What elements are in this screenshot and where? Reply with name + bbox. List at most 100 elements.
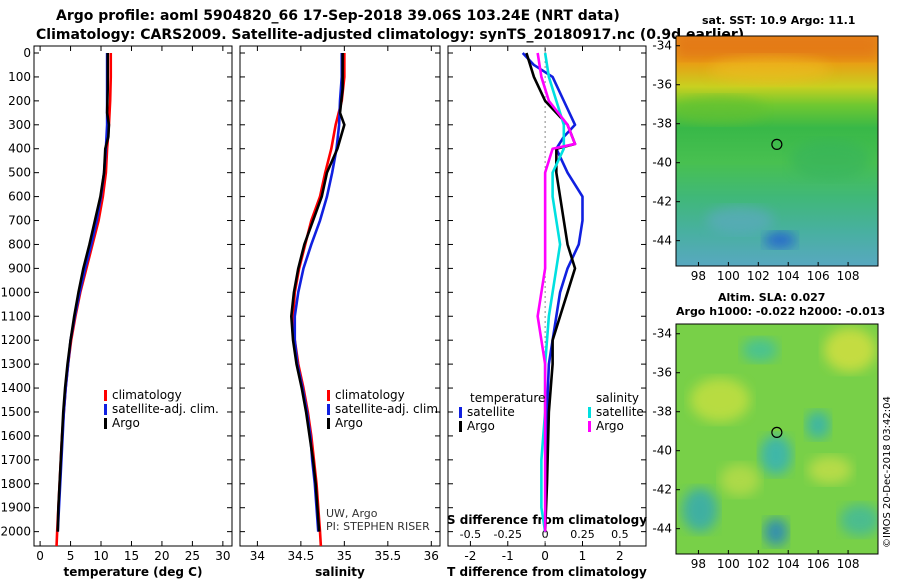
legend-label: climatology xyxy=(112,388,182,402)
argo-float-marker xyxy=(771,426,783,438)
temperature-profile: 0100200300400500600700800900100011001200… xyxy=(0,45,233,579)
legend-swatch xyxy=(327,390,330,401)
map-y-tick-label: -44 xyxy=(652,234,672,248)
x-tick-label: -2 xyxy=(464,549,476,563)
map-x-tick-label: 100 xyxy=(717,557,740,571)
x2-tick-label: -0.25 xyxy=(494,528,522,541)
difference-profile: -2 -1 0 1 2 T difference from climatology -0.5… xyxy=(447,45,647,579)
x2-tick-label: 0.5 xyxy=(611,528,629,541)
legend-label: Argo xyxy=(335,416,363,430)
map-y-tick-label: -42 xyxy=(652,195,672,209)
sst-map-texture xyxy=(676,36,878,248)
map-x-tick-label: 98 xyxy=(691,557,706,571)
x2-tick-label: 0 xyxy=(542,528,549,541)
title-line-2: Climatology: CARS2009. Satellite-adjuste… xyxy=(36,27,745,43)
legend-label: Argo xyxy=(112,416,140,430)
depth-tick-label: 1400 xyxy=(0,381,31,395)
x-tick-label: 0 xyxy=(541,549,549,563)
depth-tick-label: 900 xyxy=(8,261,31,275)
map-y-tick-label: -36 xyxy=(652,366,672,380)
legend-swatch xyxy=(459,407,462,418)
x-tick-label: 34.5 xyxy=(288,549,315,563)
x-tick-label: 30 xyxy=(215,549,230,563)
x-tick-label: -1 xyxy=(502,549,514,563)
sla-map-texture xyxy=(682,328,878,546)
x2-tick-label: -0.5 xyxy=(460,528,481,541)
sla-map xyxy=(675,323,879,555)
depth-tick-label: 2000 xyxy=(0,525,31,539)
legend-swatch xyxy=(327,404,330,415)
x-tick-label: 15 xyxy=(124,549,139,563)
map-x-tick-label: 104 xyxy=(777,557,800,571)
x-tick-label: 35 xyxy=(337,549,352,563)
pi-text: PI: STEPHEN RISER xyxy=(326,520,430,533)
map-y-tick-label: -38 xyxy=(652,405,672,419)
salinity-profile: 34 34.5 35 35.5 36 salinity climatologysatelli… xyxy=(239,45,442,579)
depth-tick-label: 1000 xyxy=(0,285,31,299)
sst-map-title: sat. SST: 10.9 Argo: 11.1 xyxy=(702,14,856,27)
map-x-tick-label: 104 xyxy=(777,269,800,283)
map-x-tick-label: 108 xyxy=(837,269,860,283)
x-tick-label: 2 xyxy=(616,549,624,563)
map-x-tick-label: 98 xyxy=(691,269,706,283)
map-y-tick-label: -38 xyxy=(652,117,672,131)
series-argo xyxy=(290,53,346,532)
depth-tick-label: 1500 xyxy=(0,405,31,419)
map-y-tick-label: -42 xyxy=(652,483,672,497)
legend-label: climatology xyxy=(335,388,405,402)
salinity-profile-xlabel: salinity xyxy=(315,565,365,579)
legend-label: satellite-adj. clim. xyxy=(335,402,442,416)
legend-label: Argo xyxy=(467,419,495,433)
map-x-tick-label: 106 xyxy=(807,269,830,283)
depth-tick-label: 100 xyxy=(8,70,31,84)
salinity-profile-frame xyxy=(239,45,441,547)
legend-label: satellite-adj. clim. xyxy=(112,402,219,416)
x-tick-label: 1 xyxy=(579,549,587,563)
temperature-profile-xlabel: temperature (deg C) xyxy=(64,565,203,579)
x-tick-label: 25 xyxy=(185,549,200,563)
legend-label: satellite xyxy=(596,405,644,419)
x-tick-label: 0 xyxy=(36,549,44,563)
depth-tick-label: 1300 xyxy=(0,357,31,371)
map-y-tick-label: -34 xyxy=(652,39,672,53)
sst-map xyxy=(675,35,879,267)
legend-swatch xyxy=(459,421,462,432)
depth-tick-label: 200 xyxy=(8,94,31,108)
legend-swatch xyxy=(104,390,107,401)
depth-tick-label: 1700 xyxy=(0,453,31,467)
depth-tick-label: 600 xyxy=(8,190,31,204)
map-x-tick-label: 106 xyxy=(807,557,830,571)
sla-map-axes: 98 100 102 104 106 108 -34 -36 -38 -40 -42 -44 xyxy=(652,327,859,571)
x2-tick-label: 0.25 xyxy=(570,528,595,541)
map-x-tick-label: 108 xyxy=(837,557,860,571)
depth-tick-label: 0 xyxy=(23,46,31,60)
depth-tick-label: 1100 xyxy=(0,309,31,323)
depth-tick-label: 400 xyxy=(8,142,31,156)
argo-float-marker xyxy=(771,138,783,150)
x-tick-label: 20 xyxy=(154,549,169,563)
title-line-1: Argo profile: aoml 5904820_66 17-Sep-201… xyxy=(56,8,620,24)
map-y-tick-label: -40 xyxy=(652,444,672,458)
depth-tick-label: 1800 xyxy=(0,477,31,491)
depth-tick-label: 800 xyxy=(8,237,31,251)
legend-swatch xyxy=(104,418,107,429)
legend-swatch xyxy=(588,407,591,418)
depth-tick-label: 1900 xyxy=(0,501,31,515)
series-salinity-argo xyxy=(536,52,577,532)
map-x-tick-label: 102 xyxy=(747,557,770,571)
map-y-tick-label: -44 xyxy=(652,522,672,536)
depth-tick-label: 1600 xyxy=(0,429,31,443)
map-x-tick-label: 102 xyxy=(747,269,770,283)
x-tick-label: 35.5 xyxy=(374,549,401,563)
legend-label: Argo xyxy=(596,419,624,433)
x-tick-label: 10 xyxy=(93,549,108,563)
legend-swatch xyxy=(588,421,591,432)
x-tick-label: 34 xyxy=(250,549,265,563)
legend-title-salinity: salinity xyxy=(596,391,639,405)
sst-map-axes: 98 100 102 104 106 108 -34 -36 -38 -40 -42 -44 xyxy=(652,39,859,283)
series-argo xyxy=(56,53,111,532)
depth-tick-label: 300 xyxy=(8,118,31,132)
depth-tick-label: 700 xyxy=(8,214,31,228)
x-tick-label: 36 xyxy=(424,549,439,563)
